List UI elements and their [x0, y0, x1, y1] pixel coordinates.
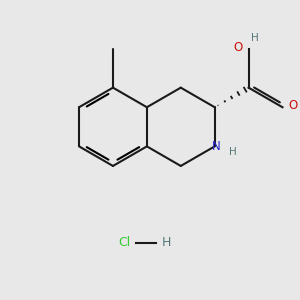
Text: H: H [251, 33, 259, 43]
Text: H: H [229, 147, 236, 157]
Text: N: N [212, 140, 220, 153]
Text: H: H [162, 236, 171, 249]
Text: O: O [233, 40, 242, 54]
Text: Cl: Cl [118, 236, 131, 249]
Text: O: O [289, 99, 298, 112]
